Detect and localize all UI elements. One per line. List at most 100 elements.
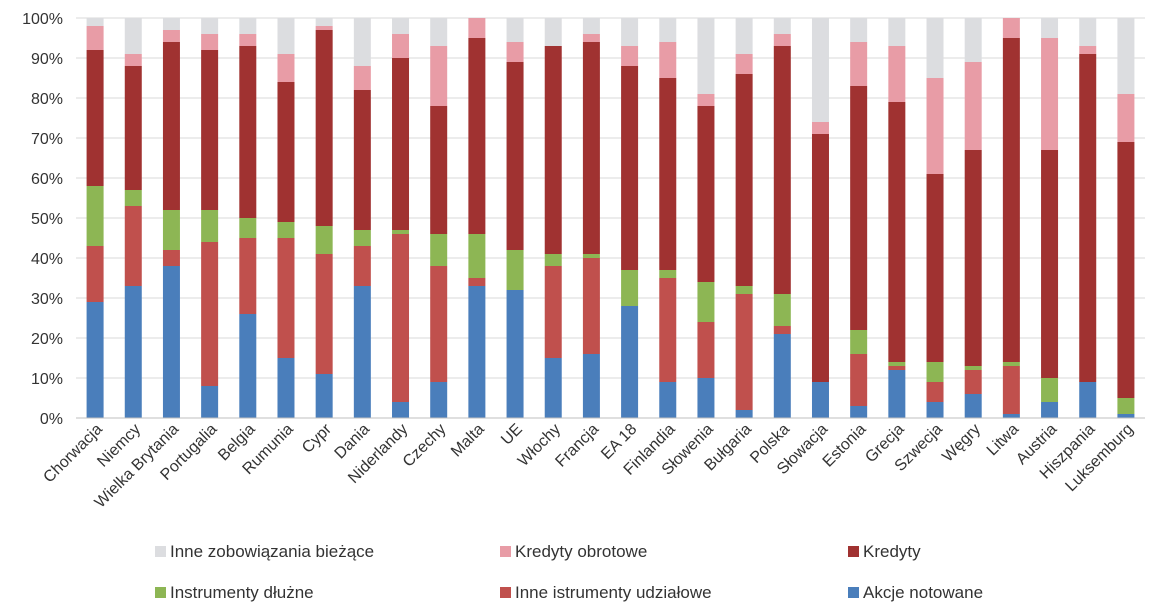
x-tick-label: Luksemburg	[1062, 421, 1136, 495]
y-tick-label: 100%	[22, 11, 63, 28]
bar-segment-kredyty-obrotowe	[392, 34, 410, 58]
bar-stack-czechy	[430, 18, 448, 418]
legend-item-kredyty-obrotowe: Kredyty obrotowe	[500, 542, 647, 561]
bar-segment-inne-istrumenty-udzialowe	[353, 246, 371, 286]
bar-segment-kredyty-obrotowe	[888, 46, 906, 102]
legend-label: Inne istrumenty udziałowe	[515, 583, 712, 602]
bar-stack-slowacja	[811, 18, 829, 418]
bar-segment-instrumenty-dluzne	[621, 270, 639, 306]
bar-stack-wielka-brytania	[162, 18, 180, 418]
bar-segment-akcje-notowane	[1041, 402, 1059, 418]
bar-segment-inne-istrumenty-udzialowe	[659, 278, 677, 382]
bar-segment-instrumenty-dluzne	[430, 234, 448, 266]
bar-segment-inne-zobowiazania-biezace	[697, 18, 715, 94]
bar-segment-kredyty	[544, 46, 562, 254]
gridlines	[76, 17, 1145, 419]
legend-item-kredyty: Kredyty	[848, 542, 921, 561]
bar-segment-inne-zobowiazania-biezace	[850, 18, 868, 42]
bar-segment-instrumenty-dluzne	[162, 210, 180, 250]
bar-segment-akcje-notowane	[773, 334, 791, 418]
y-tick-label: 60%	[31, 171, 63, 188]
x-tick-label: Chorwacja	[40, 421, 106, 487]
bar-segment-inne-istrumenty-udzialowe	[124, 206, 142, 286]
bar-segment-akcje-notowane	[468, 286, 486, 418]
bar-stack-luksemburg	[1117, 18, 1135, 418]
bar-segment-inne-zobowiazania-biezace	[277, 18, 295, 54]
bar-segment-kredyty	[506, 62, 524, 250]
bar-segment-kredyty-obrotowe	[353, 66, 371, 90]
bar-segment-kredyty-obrotowe	[582, 34, 600, 42]
bar-stack-slowenia	[697, 18, 715, 418]
bar-segment-instrumenty-dluzne	[1041, 378, 1059, 402]
bar-segment-kredyty-obrotowe	[124, 54, 142, 66]
bar-segment-inne-istrumenty-udzialowe	[964, 370, 982, 394]
bar-segment-inne-zobowiazania-biezace	[239, 18, 257, 34]
bar-segment-kredyty	[430, 106, 448, 234]
bar-segment-akcje-notowane	[735, 410, 753, 418]
bar-segment-inne-istrumenty-udzialowe	[86, 246, 104, 302]
bar-segment-inne-zobowiazania-biezace	[86, 18, 104, 26]
bar-segment-kredyty-obrotowe	[850, 42, 868, 86]
bar-segment-inne-istrumenty-udzialowe	[1002, 366, 1020, 414]
bar-segment-instrumenty-dluzne	[86, 186, 104, 246]
bar-segment-kredyty-obrotowe	[1117, 94, 1135, 142]
bar-segment-kredyty-obrotowe	[1079, 46, 1097, 54]
bar-segment-kredyty	[86, 50, 104, 186]
bar-segment-inne-istrumenty-udzialowe	[735, 294, 753, 410]
bar-segment-kredyty	[201, 50, 219, 210]
bar-segment-akcje-notowane	[392, 402, 410, 418]
y-tick-label: 30%	[31, 291, 63, 308]
bar-segment-instrumenty-dluzne	[544, 254, 562, 266]
bar-stack-chorwacja	[86, 18, 104, 418]
y-tick-label: 90%	[31, 51, 63, 68]
bar-segment-kredyty	[850, 86, 868, 330]
bar-segment-akcje-notowane	[430, 382, 448, 418]
legend-swatch	[848, 587, 859, 598]
bar-segment-instrumenty-dluzne	[201, 210, 219, 242]
bar-segment-kredyty	[926, 174, 944, 362]
x-tick-label: Francja	[552, 421, 602, 471]
bar-segment-akcje-notowane	[926, 402, 944, 418]
bar-segment-kredyty	[1002, 38, 1020, 362]
bar-segment-akcje-notowane	[86, 302, 104, 418]
bar-segment-kredyty	[315, 30, 333, 226]
bar-stack-wlochy	[544, 18, 562, 418]
bar-segment-akcje-notowane	[1117, 414, 1135, 418]
legend-item-instrumenty-dluzne: Instrumenty dłużne	[155, 583, 314, 602]
bar-stack-finlandia	[659, 18, 677, 418]
bars	[86, 18, 1135, 418]
bar-segment-kredyty-obrotowe	[621, 46, 639, 66]
bar-segment-kredyty-obrotowe	[1041, 38, 1059, 150]
bar-segment-inne-istrumenty-udzialowe	[582, 258, 600, 354]
bar-segment-kredyty	[964, 150, 982, 366]
bar-segment-inne-istrumenty-udzialowe	[850, 354, 868, 406]
bar-segment-instrumenty-dluzne	[1117, 398, 1135, 414]
x-tick-label: Czechy	[400, 421, 450, 471]
bar-segment-akcje-notowane	[239, 314, 257, 418]
bar-segment-akcje-notowane	[277, 358, 295, 418]
bar-segment-kredyty	[353, 90, 371, 230]
bar-segment-instrumenty-dluzne	[582, 254, 600, 258]
bar-segment-inne-istrumenty-udzialowe	[239, 238, 257, 314]
bar-segment-akcje-notowane	[1079, 382, 1097, 418]
legend-item-inne-istrumenty-udzialowe: Inne istrumenty udziałowe	[500, 583, 712, 602]
bar-segment-kredyty-obrotowe	[1002, 18, 1020, 38]
bar-stack-ea-18	[621, 18, 639, 418]
bar-segment-kredyty	[1041, 150, 1059, 378]
bar-segment-inne-zobowiazania-biezace	[392, 18, 410, 34]
bar-segment-inne-zobowiazania-biezace	[201, 18, 219, 34]
bar-segment-inne-istrumenty-udzialowe	[926, 382, 944, 402]
bar-stack-niemcy	[124, 18, 142, 418]
bar-segment-inne-zobowiazania-biezace	[773, 18, 791, 34]
bar-segment-kredyty-obrotowe	[162, 30, 180, 42]
bar-stack-austria	[1041, 18, 1059, 418]
bar-segment-inne-istrumenty-udzialowe	[201, 242, 219, 386]
bar-segment-inne-zobowiazania-biezace	[1079, 18, 1097, 46]
bar-segment-kredyty	[621, 66, 639, 270]
bar-segment-kredyty-obrotowe	[430, 46, 448, 106]
legend-label: Kredyty obrotowe	[515, 542, 647, 561]
bar-stack-portugalia	[201, 18, 219, 418]
y-tick-label: 50%	[31, 211, 63, 228]
